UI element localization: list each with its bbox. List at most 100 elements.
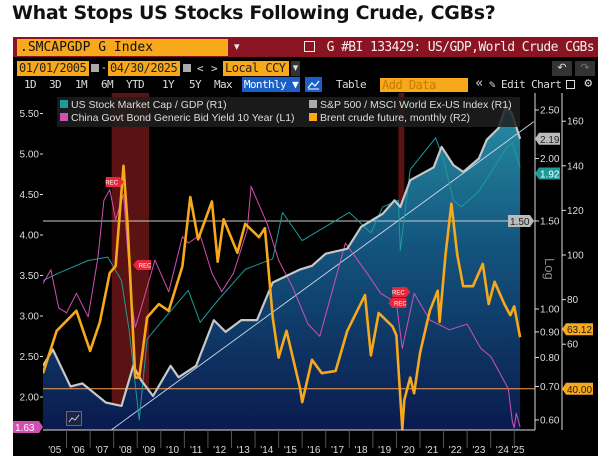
legend-item-us-mktcap[interactable]: US Stock Market Cap / GDP (R1) (60, 99, 227, 112)
ticker-input[interactable]: .SMCAPGDP G Index (17, 39, 228, 56)
period-5y[interactable]: 5Y (188, 78, 202, 91)
r2-tick-label: 120 (567, 206, 584, 217)
next-period-button[interactable]: > (210, 62, 218, 75)
period-1d[interactable]: 1D (23, 78, 37, 91)
currency-select[interactable]: Local CCY (223, 61, 289, 76)
x-tick-label: '08 (119, 445, 132, 456)
legend-item-china-yield[interactable]: China Govt Bond Generic Bid Yield 10 Yea… (60, 112, 295, 125)
r2-tick-label: 80 (567, 295, 579, 306)
frequency-select[interactable]: Monthly ▼ (242, 77, 300, 92)
x-tick-label: '12 (213, 445, 226, 456)
add-data-input[interactable]: Add Data (380, 78, 468, 92)
l1-tick-label: 3.50 (20, 271, 40, 282)
log-scale-label: Log (542, 258, 557, 280)
x-tick-label: '11 (190, 445, 203, 456)
china-yield-last-value: 1.63 (15, 423, 35, 434)
period-3d[interactable]: 3D (48, 78, 62, 91)
r2-tick-label: 100 (567, 251, 584, 262)
spx-msci-line (43, 103, 522, 407)
brent-last-value-bg (562, 323, 593, 336)
undo-button[interactable]: ↶ (552, 61, 572, 76)
x-tick-label: '09 (143, 445, 156, 456)
r1-tick-label: 1.50 (540, 216, 560, 227)
collapse-button[interactable]: « (475, 76, 483, 91)
r1-tick-label: 0.70 (540, 382, 560, 393)
page-title: What Stops US Stocks Following Crude, CG… (12, 2, 496, 24)
r2-tick-label: 160 (567, 117, 584, 128)
l1-tick-label: 2.00 (20, 393, 40, 404)
spx-msci-area-fill (43, 104, 521, 430)
l1-tick-label: 3.00 (20, 312, 40, 323)
l1-tick-label: 2.50 (20, 352, 40, 363)
line-chart-icon[interactable] (305, 77, 322, 92)
recession-marker-shape (392, 287, 411, 297)
x-tick-label: '20 (402, 445, 415, 456)
x-tick-label: '23 (472, 445, 485, 456)
settings-gear-icon[interactable]: ⚙ (584, 76, 592, 91)
recession-label: REC (139, 264, 152, 270)
trend-line (110, 121, 535, 430)
chart-title: G #BI 133429: US/GDP,World Crude CGBs (326, 40, 595, 55)
x-tick-label: '22 (449, 445, 462, 456)
x-tick-label: '13 (237, 445, 250, 456)
period-1m[interactable]: 1M (74, 78, 88, 91)
us-mktcap-last-value: 1.92 (540, 169, 560, 180)
ref-line-r2-value: 40.00 (567, 385, 592, 396)
ref-line-r1-value-bg (508, 214, 534, 227)
end-date-field[interactable]: 04/30/2025 (108, 61, 180, 76)
recession-marker: REC (105, 177, 124, 187)
chart-canvas: REC REC REC REC 5.50 5.00 4.50 4.00 3.50 3.00 2.5… (13, 93, 593, 456)
edit-chart-button[interactable]: ✎ Edit Chart (489, 78, 562, 91)
legend-item-brent[interactable]: Brent crude future, monthly (R2) (309, 112, 470, 125)
recession-marker-shape (105, 177, 124, 187)
recession-marker: REC (388, 298, 407, 308)
recession-marker-shape (133, 260, 152, 270)
us-mktcap-gdp-line (43, 137, 521, 421)
start-date-field[interactable]: 01/01/2005 (17, 61, 89, 76)
recession-label: REC (392, 291, 405, 297)
x-tick-label: '06 (72, 445, 85, 456)
x-tick-label: '07 (95, 445, 108, 456)
calendar-icon[interactable] (91, 64, 99, 72)
legend-item-spx-msci[interactable]: S&P 500 / MSCI World Ex-US Index (R1) (309, 99, 512, 112)
r1-tick-label: 0.60 (540, 415, 560, 426)
ticker-dropdown[interactable]: ▾ (234, 41, 240, 53)
x-tick-label: '19 (378, 445, 391, 456)
annotate-icon[interactable] (566, 80, 575, 89)
x-tick-label: '16 (307, 445, 320, 456)
x-tick-label: '05 (48, 445, 61, 456)
r1-tick-label: 0.90 (540, 327, 560, 338)
r1-tick-label: 0.80 (540, 353, 560, 364)
chart-type-icon[interactable] (66, 411, 82, 426)
x-tick-label: '14 (260, 445, 273, 456)
x-tick-label: '25 (511, 445, 524, 456)
popout-icon[interactable] (304, 41, 315, 52)
r2-tick-label: 140 (567, 161, 584, 172)
x-tick-label: '17 (331, 445, 344, 456)
period-6m[interactable]: 6M (100, 78, 114, 91)
brent-line (43, 164, 522, 430)
spx-msci-last-value: 2.19 (540, 135, 560, 146)
period-max[interactable]: Max (213, 78, 233, 91)
table-button[interactable]: Table (335, 78, 367, 91)
x-tick-label: '18 (355, 445, 368, 456)
period-ytd[interactable]: YTD (125, 78, 145, 91)
china-yield-last-value-bg (13, 420, 43, 433)
r1-tick-label: 2.00 (540, 154, 560, 165)
calendar-icon[interactable] (183, 64, 191, 72)
recession-label: REC (394, 302, 407, 308)
l1-tick-label: 4.00 (20, 231, 40, 242)
r1-tick-label: 2.50 (540, 106, 560, 117)
x-tick-label: '21 (425, 445, 438, 456)
recession-label: REC (105, 181, 118, 187)
currency-dropdown[interactable]: ▾ (291, 61, 300, 76)
spx-msci-last-value-bg (535, 132, 560, 145)
x-tick-label: '15 (284, 445, 297, 456)
prev-period-button[interactable]: < (196, 62, 204, 75)
r1-tick-label: 1.00 (540, 305, 560, 316)
period-1y[interactable]: 1Y (161, 78, 175, 91)
x-tick-label: '24 (496, 445, 509, 456)
recession-marker: REC (133, 260, 152, 270)
china-yield-line (43, 185, 521, 429)
redo-button[interactable]: ↷ (575, 61, 595, 76)
